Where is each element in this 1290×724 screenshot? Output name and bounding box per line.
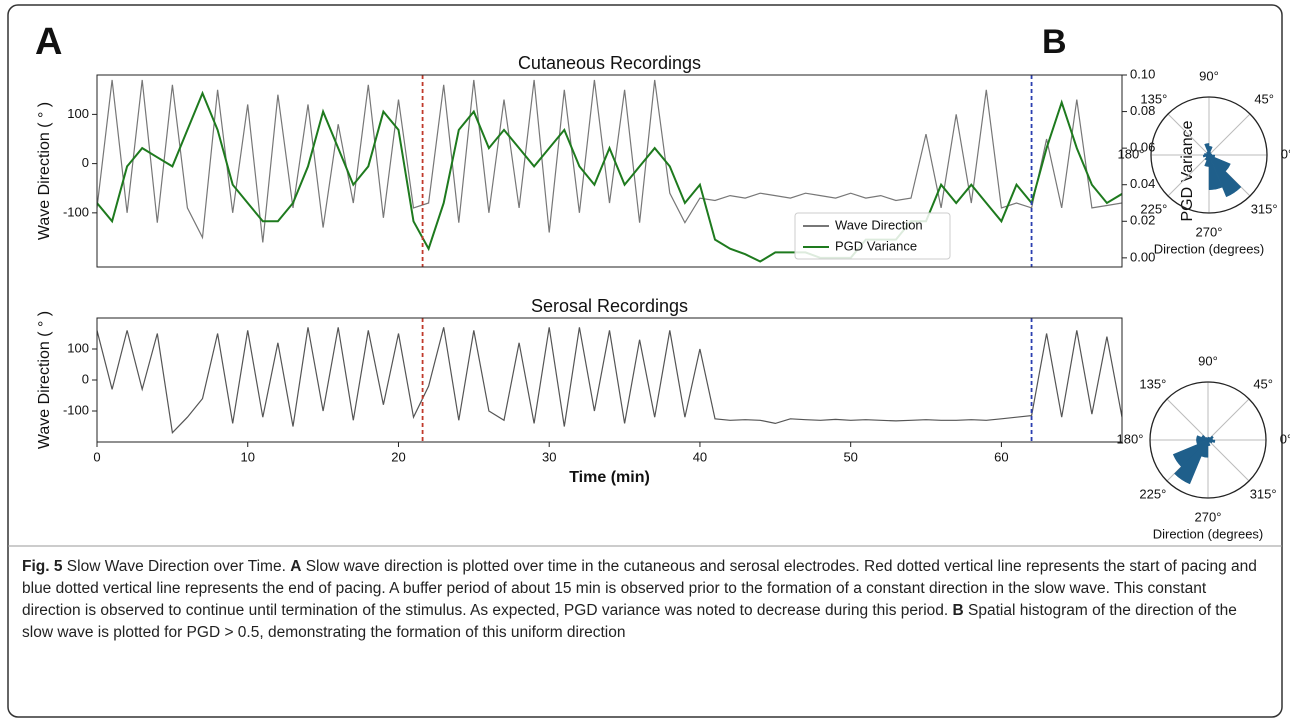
grid-spoke xyxy=(1208,113,1251,156)
histogram-wedge xyxy=(1208,154,1242,198)
x-tick-label: 60 xyxy=(994,449,1008,464)
grid-spoke xyxy=(1207,398,1250,441)
caption-label: Fig. 5 xyxy=(22,558,63,575)
grid-spoke xyxy=(1167,113,1210,156)
y2-tick-label: 0.04 xyxy=(1130,176,1155,191)
angle-tick-label: 315° xyxy=(1250,487,1277,502)
x-tick-label: 30 xyxy=(542,449,556,464)
polar-frame xyxy=(1150,96,1268,214)
angle-tick-label: 135° xyxy=(1139,376,1166,391)
panel-label: A xyxy=(35,21,62,63)
panel-label: B xyxy=(1042,23,1067,61)
histogram-wedge xyxy=(1208,154,1231,172)
angle-tick-label: 180° xyxy=(1118,146,1145,161)
histogram-wedge xyxy=(1174,439,1209,485)
y-tick-label: 0 xyxy=(82,371,89,386)
chart-title: Serosal Recordings xyxy=(531,296,688,316)
angle-tick-label: 45° xyxy=(1253,376,1273,391)
x-axis-label: Direction (degrees) xyxy=(1153,526,1264,541)
angle-tick-label: 270° xyxy=(1196,224,1223,239)
caption-text: Slow wave direction is plotted over time… xyxy=(22,558,1257,619)
series-line xyxy=(97,79,1122,243)
grid-spoke xyxy=(1167,154,1210,197)
legend-label: PGD Variance xyxy=(835,238,917,253)
x-tick-label: 0 xyxy=(93,449,100,464)
x-axis-label: Direction (degrees) xyxy=(1154,241,1265,256)
y-axis-label: Wave Direction ( ° ) xyxy=(36,311,53,449)
y2-tick-label: 0.10 xyxy=(1130,66,1155,81)
y2-tick-label: 0.06 xyxy=(1130,140,1155,155)
caption: Fig. 5 Slow Wave Direction over Time. A … xyxy=(22,556,1267,644)
histogram-wedge xyxy=(1200,439,1209,458)
angle-tick-label: 225° xyxy=(1139,487,1166,502)
caption-part-label: A xyxy=(290,558,302,575)
y2-tick-label: 0.00 xyxy=(1130,249,1155,264)
series-line xyxy=(97,327,1122,434)
frame xyxy=(7,4,1283,718)
x-tick-label: 10 xyxy=(241,449,255,464)
grid-spoke xyxy=(1207,439,1250,482)
legend-label: Wave Direction xyxy=(835,217,923,232)
y2-tick-label: 0.08 xyxy=(1130,103,1155,118)
angle-tick-label: 135° xyxy=(1140,91,1167,106)
angle-tick-label: 180° xyxy=(1117,431,1144,446)
y-tick-label: 100 xyxy=(67,106,89,121)
y-tick-label: -100 xyxy=(63,402,89,417)
chart-title: Cutaneous Recordings xyxy=(518,53,701,73)
x-tick-label: 40 xyxy=(693,449,707,464)
angle-tick-label: 315° xyxy=(1251,202,1278,217)
x-tick-label: 50 xyxy=(843,449,857,464)
angle-tick-label: 90° xyxy=(1199,68,1219,83)
y2-axis-label: PGD Variance xyxy=(1179,120,1196,221)
series-line xyxy=(97,90,1122,263)
y-tick-label: 100 xyxy=(67,340,89,355)
angle-tick-label: 225° xyxy=(1140,202,1167,217)
plot-frame xyxy=(96,74,1123,268)
x-axis-label: Time (min) xyxy=(569,469,650,486)
y-axis-label: Wave Direction ( ° ) xyxy=(36,102,53,240)
angle-tick-label: 270° xyxy=(1195,509,1222,524)
angle-tick-label: 90° xyxy=(1198,353,1218,368)
polar-frame xyxy=(1149,381,1267,499)
caption-title: Slow Wave Direction over Time. xyxy=(66,558,286,575)
angle-tick-label: 0° xyxy=(1280,431,1290,446)
caption-text: Spatial histogram of the direction of th… xyxy=(22,602,1237,641)
y2-tick-label: 0.02 xyxy=(1130,213,1155,228)
histogram-wedge xyxy=(1208,154,1216,158)
x-tick-label: 20 xyxy=(391,449,405,464)
angle-tick-label: 45° xyxy=(1254,91,1274,106)
caption-part-label: B xyxy=(952,602,964,619)
plot-frame xyxy=(96,317,1123,443)
histogram-wedge xyxy=(1207,436,1210,441)
angle-tick-label: 0° xyxy=(1281,146,1290,161)
y-tick-label: 0 xyxy=(82,155,89,170)
legend-box xyxy=(794,212,951,260)
histogram-wedge xyxy=(1207,439,1216,444)
y-tick-label: -100 xyxy=(63,204,89,219)
grid-spoke xyxy=(1166,398,1209,441)
